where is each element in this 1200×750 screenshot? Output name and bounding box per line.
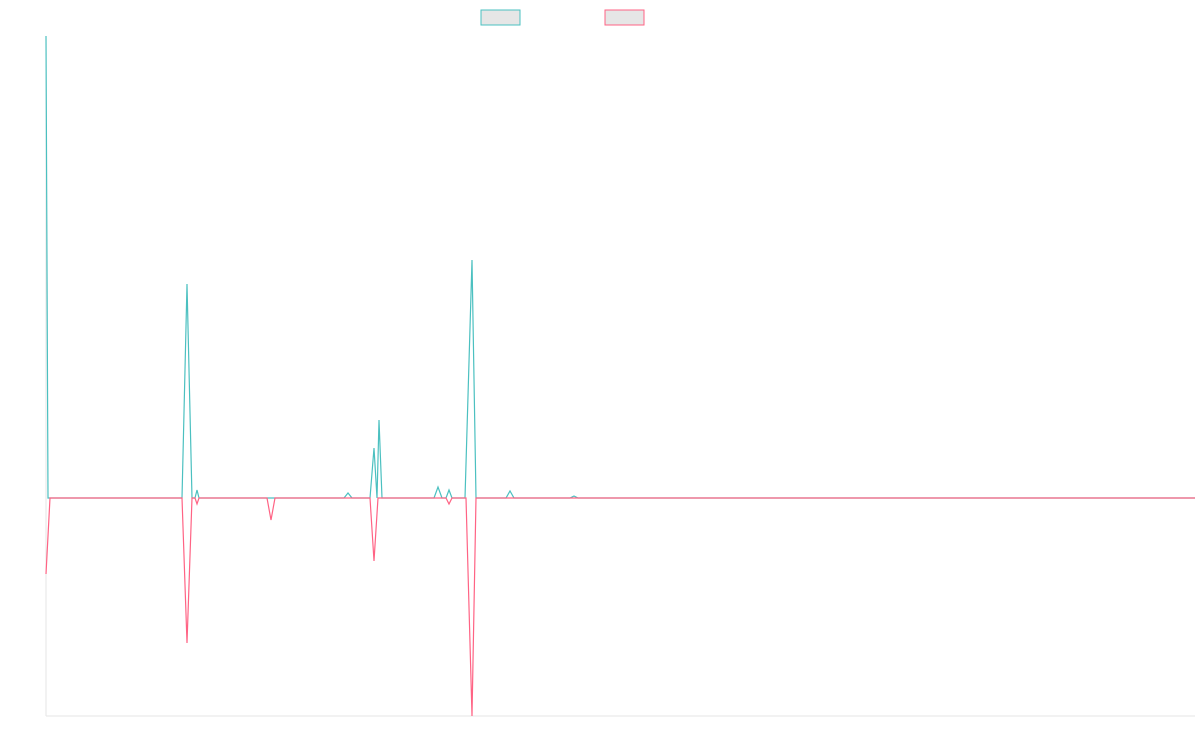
legend-swatch: [480, 9, 521, 26]
legend-swatch: [604, 9, 645, 26]
series-line: [45, 497, 1195, 717]
series-line: [45, 35, 1195, 499]
